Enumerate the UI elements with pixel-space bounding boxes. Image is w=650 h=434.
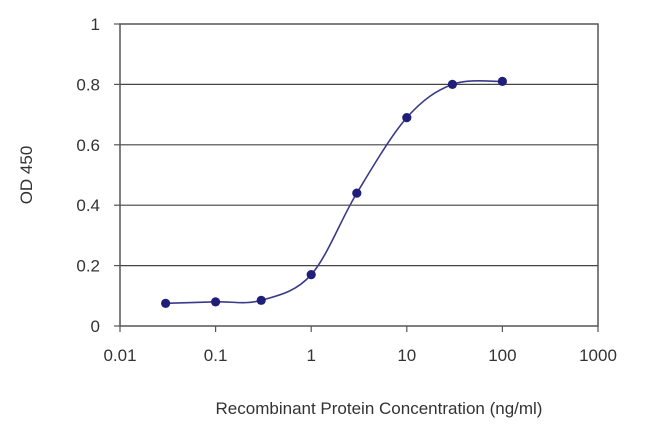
x-tick-label: 0.1 [204, 346, 228, 365]
x-axis-title: Recombinant Protein Concentration (ng/ml… [216, 399, 543, 418]
y-tick-label: 0 [91, 317, 100, 336]
y-tick-label: 0.6 [76, 136, 100, 155]
x-tick-label: 1 [306, 346, 315, 365]
x-tick-label: 100 [488, 346, 516, 365]
x-tick-label: 1000 [579, 346, 617, 365]
data-point [256, 295, 266, 305]
data-point [497, 76, 507, 86]
fit-curve [165, 80, 503, 305]
x-axis-ticks: 0.01 0.1 1 10 100 1000 [103, 326, 617, 365]
y-axis-title: OD 450 [17, 146, 36, 205]
y-tick-label: 1 [91, 15, 100, 34]
data-point [352, 188, 362, 198]
y-tick-label: 0.4 [76, 196, 100, 215]
y-axis-ticks: 0 0.2 0.4 0.6 0.8 1 [76, 15, 120, 336]
y-tick-label: 0.2 [76, 257, 100, 276]
data-point [161, 298, 171, 308]
data-point [402, 113, 412, 123]
y-tick-label: 0.8 [76, 75, 100, 94]
gridlines [120, 83, 598, 267]
x-tick-label: 0.01 [103, 346, 136, 365]
data-point [306, 270, 316, 280]
x-tick-label: 10 [397, 346, 416, 365]
data-points [161, 76, 507, 308]
data-point [447, 79, 458, 89]
plot-area [119, 23, 599, 327]
data-point [211, 297, 221, 307]
